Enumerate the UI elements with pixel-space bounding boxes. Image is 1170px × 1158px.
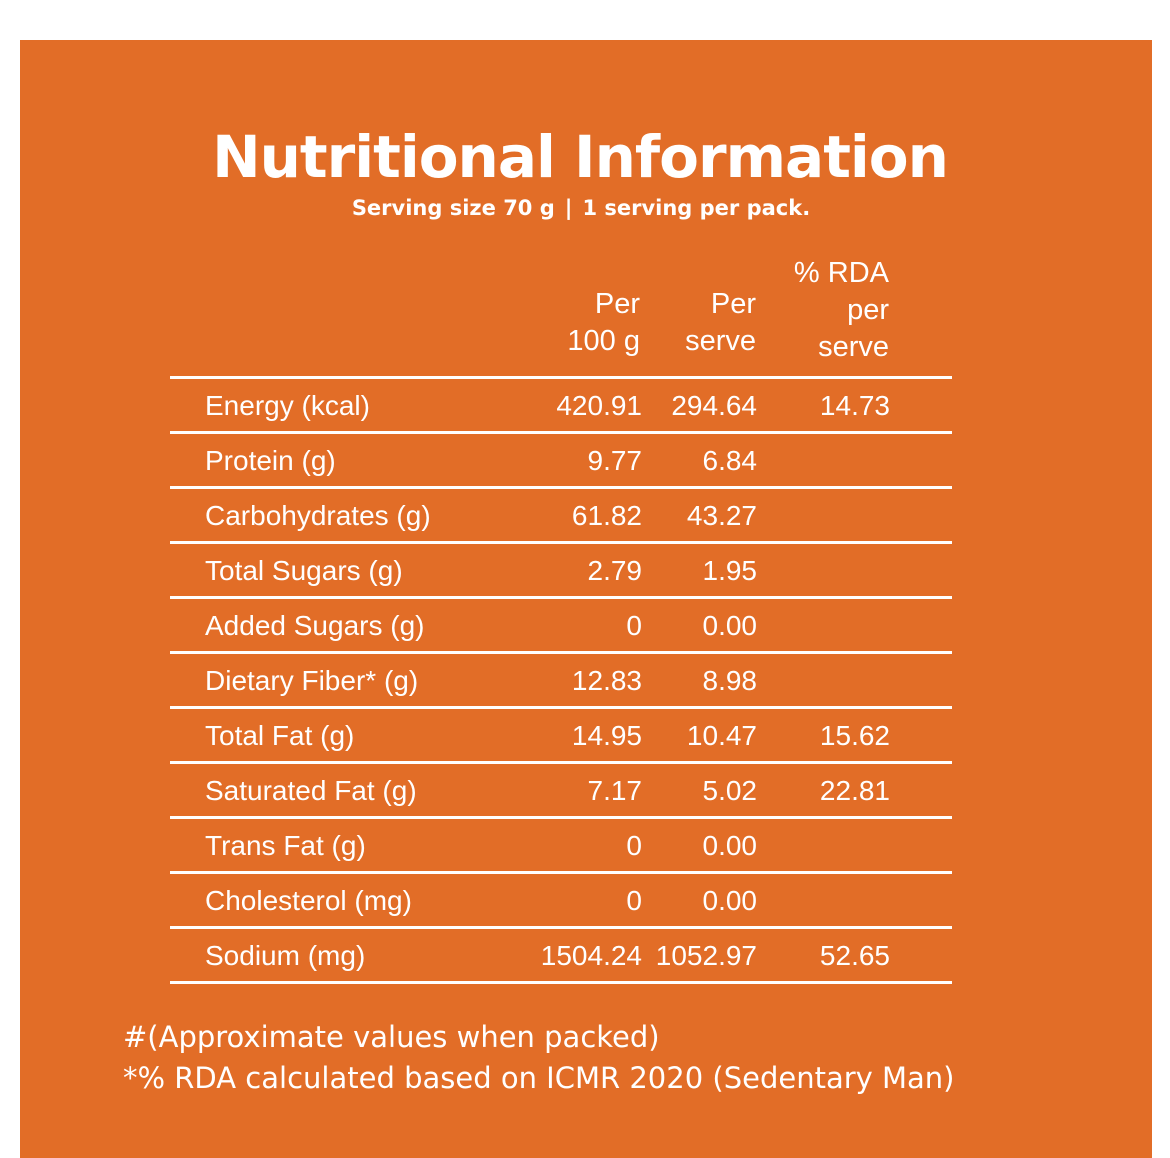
nutrient-name: Protein (g): [205, 445, 336, 476]
table-row: Trans Fat (g) 0 0.00: [170, 816, 952, 871]
value-per-serve: 1.95: [702, 555, 758, 586]
value-per-100g: 1504.24: [540, 940, 642, 971]
value-per-serve: 10.47: [686, 720, 757, 751]
value-per-serve: 6.84: [702, 445, 758, 476]
table-row: Sodium (mg) 1504.24 1052.97 52.65: [170, 926, 952, 984]
column-header-per-serve: Per serve: [685, 288, 756, 357]
value-per-100g: 61.82: [571, 500, 642, 531]
nutrient-name: Energy (kcal): [205, 390, 370, 421]
value-per-serve: 43.27: [686, 500, 757, 531]
serving-info: Serving size 70 g | 1 serving per pack.: [20, 196, 1142, 221]
table-row: Total Sugars (g) 2.79 1.95: [170, 541, 952, 596]
value-rda: 14.73: [819, 390, 890, 421]
footnote-approximate: #(Approximate values when packed): [123, 1020, 660, 1054]
nutrition-table: Energy (kcal) 420.91 294.64 14.73 Protei…: [170, 376, 952, 984]
nutrient-name: Trans Fat (g): [205, 830, 366, 861]
nutrient-name: Cholesterol (mg): [205, 885, 412, 916]
value-per-serve: 0.00: [702, 830, 758, 861]
value-per-100g: 14.95: [571, 720, 642, 751]
value-per-100g: 7.17: [587, 775, 643, 806]
serving-separator: |: [564, 196, 573, 220]
value-per-100g: 9.77: [587, 445, 643, 476]
footnote-rda: *% RDA calculated based on ICMR 2020 (Se…: [123, 1061, 955, 1095]
nutrition-panel: Nutritional Information Serving size 70 …: [20, 40, 1152, 1158]
table-row: Total Fat (g) 14.95 10.47 15.62: [170, 706, 952, 761]
table-row: Carbohydrates (g) 61.82 43.27: [170, 486, 952, 541]
value-per-100g: 420.91: [556, 390, 642, 421]
nutrient-name: Added Sugars (g): [205, 610, 425, 641]
nutrient-name: Total Sugars (g): [205, 555, 403, 586]
value-rda: 52.65: [819, 940, 890, 971]
value-per-100g: 12.83: [571, 665, 642, 696]
table-row: Energy (kcal) 420.91 294.64 14.73: [170, 376, 952, 431]
serving-size: Serving size 70 g: [351, 196, 555, 220]
value-per-serve: 0.00: [702, 610, 758, 641]
table-row: Protein (g) 9.77 6.84: [170, 431, 952, 486]
value-per-100g: 2.79: [587, 555, 643, 586]
page-title: Nutritional Information: [212, 123, 949, 191]
nutrient-name: Carbohydrates (g): [205, 500, 431, 531]
table-row: Saturated Fat (g) 7.17 5.02 22.81: [170, 761, 952, 816]
value-rda: 15.62: [819, 720, 890, 751]
value-per-serve: 1052.97: [655, 940, 757, 971]
value-per-100g: 0: [626, 885, 642, 916]
value-per-serve: 0.00: [702, 885, 758, 916]
nutrient-name: Saturated Fat (g): [205, 775, 417, 806]
table-row: Dietary Fiber* (g) 12.83 8.98: [170, 651, 952, 706]
table-row: Added Sugars (g) 0 0.00: [170, 596, 952, 651]
nutrient-name: Total Fat (g): [205, 720, 355, 751]
value-per-serve: 5.02: [702, 775, 758, 806]
value-per-100g: 0: [626, 830, 642, 861]
value-rda: 22.81: [819, 775, 890, 806]
column-header-rda: % RDA per serve: [793, 257, 889, 363]
table-row: Cholesterol (mg) 0 0.00: [170, 871, 952, 926]
nutrient-name: Dietary Fiber* (g): [205, 665, 419, 696]
value-per-100g: 0: [626, 610, 642, 641]
value-per-serve: 8.98: [702, 665, 758, 696]
column-header-per-100g: Per 100 g: [567, 288, 640, 357]
nutrient-name: Sodium (mg): [205, 940, 366, 971]
servings-per-pack: 1 serving per pack.: [582, 196, 811, 220]
value-per-serve: 294.64: [671, 390, 757, 421]
